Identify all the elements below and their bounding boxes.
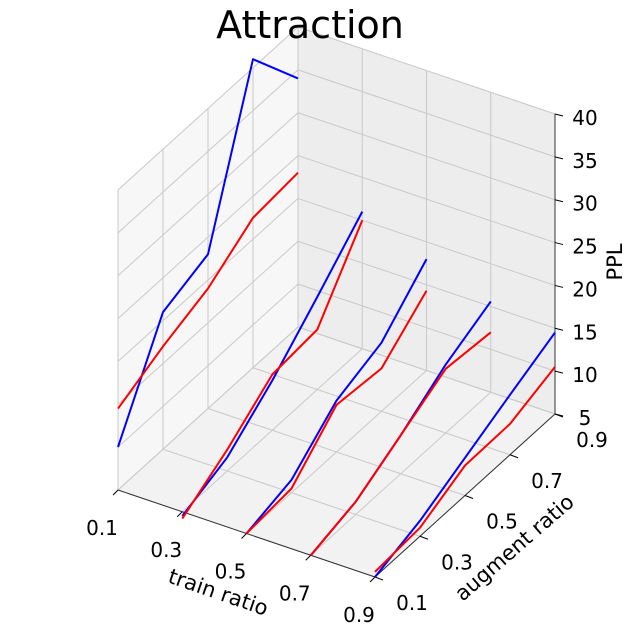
y-axis-title: augment ratio [450,490,579,606]
z-tick-mark [554,156,564,160]
z-tick-label: 40 [572,106,597,130]
z-tick-mark [554,370,564,374]
x-tick-label: 0.9 [343,603,375,627]
series-line-1 [117,171,299,410]
y-tick-mark [374,576,384,581]
x-tick-mark [176,511,183,518]
y-tick-label: 0.3 [441,550,473,574]
y-tick-label: 0.1 [396,591,428,615]
y-tick-label: 0.5 [486,510,518,534]
z-tick-mark [554,327,564,331]
z-grid-left [117,240,299,405]
y-tick-mark [509,454,519,459]
z-grid-left [117,326,299,491]
y-tick-label: 0.7 [531,469,563,493]
series-line-0 [117,58,299,448]
x-tick-mark [369,576,376,583]
z-tick-label: 15 [572,320,597,344]
series-line-2 [181,211,364,517]
y-tick-label: 0.9 [576,428,608,452]
z-grid-back [297,69,556,158]
z-tick-label: 35 [572,149,597,173]
chart-title: Attraction [216,3,404,47]
z-tick-label: 5 [579,406,592,430]
series-line-8 [374,332,556,578]
z-grid-back [297,155,556,244]
z-grid-back [297,112,556,201]
x-tick-mark [241,533,247,539]
z-tick-mark [554,284,564,288]
z-grid-left [117,283,299,448]
z-grid-back [297,26,556,115]
z-grid-left [117,26,299,191]
z-grid-back [297,283,556,372]
x-tick-label: 0.3 [150,538,182,562]
z-tick-label: 20 [572,277,597,301]
z-tick-label: 25 [572,235,597,259]
y-grid-floor [162,448,421,537]
z-grid-back [297,240,556,329]
z-grid-left [117,198,299,362]
x-tick-mark [305,554,312,561]
x-tick-label: 0.7 [279,581,311,605]
tick-marks [112,113,564,583]
series-line-5 [245,290,428,535]
y-tick-mark [464,495,474,499]
z-tick-mark [554,413,564,417]
z-tick-mark [554,199,564,203]
z-tick-label: 10 [572,363,597,387]
z-grid-left [117,112,299,277]
y-tick-mark [419,535,429,540]
tick-labels: 0.10.30.50.70.9 0.10.30.50.70.95101520253… [86,106,608,627]
y-grid-floor [252,367,511,456]
series-line-7 [310,331,492,556]
z-tick-label: 30 [572,192,597,216]
y-grid-floor [207,408,466,496]
x-tick-label: 0.1 [86,516,118,540]
z-grid-back [297,197,556,286]
x-tick-label: 0.5 [215,560,247,584]
x-tick-mark [112,489,119,496]
z-grid-back [297,326,556,415]
series-line-4 [245,258,428,535]
z-tick-mark [554,242,564,246]
series-line-3 [181,219,364,520]
series-line-9 [374,366,556,573]
z-grid-left [117,155,299,319]
z-grid-left [117,69,299,234]
series-lines [117,58,556,578]
z-tick-mark [554,113,564,117]
z-axis-title: PPL [603,243,627,280]
